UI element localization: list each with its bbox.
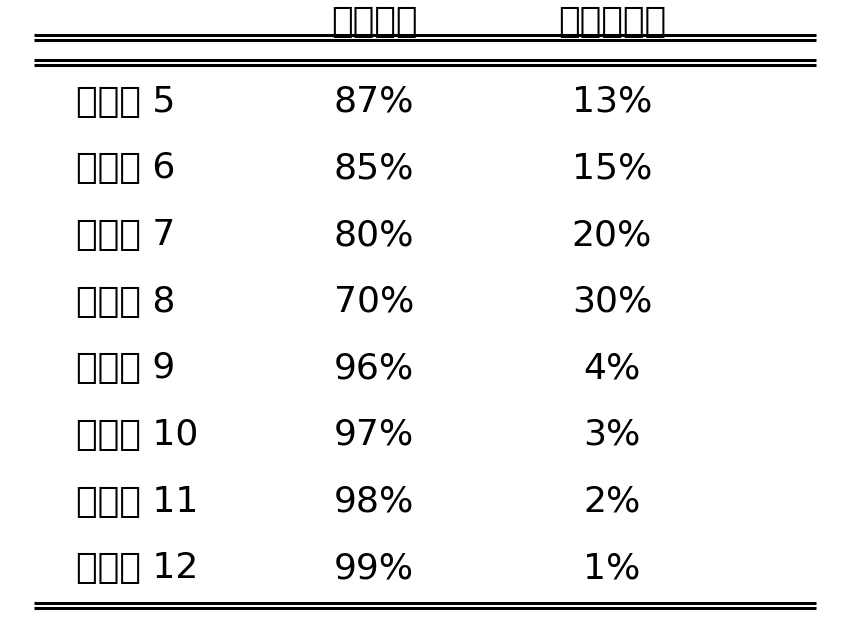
Text: 对比例 11: 对比例 11	[76, 484, 199, 519]
Text: 13%: 13%	[572, 85, 652, 119]
Text: 对比例 5: 对比例 5	[76, 85, 176, 119]
Text: 85%: 85%	[334, 151, 414, 186]
Text: 3%: 3%	[583, 418, 641, 452]
Text: 对比例 9: 对比例 9	[76, 351, 176, 386]
Text: 80%: 80%	[334, 218, 414, 252]
Text: 对比例 8: 对比例 8	[76, 284, 176, 319]
Text: 15%: 15%	[572, 151, 652, 186]
Text: 4%: 4%	[583, 351, 641, 386]
Text: 二乙烯基苯: 二乙烯基苯	[558, 4, 666, 39]
Text: 87%: 87%	[334, 85, 414, 119]
Text: 2%: 2%	[583, 484, 641, 519]
Text: 对比例 10: 对比例 10	[76, 418, 199, 452]
Text: 1%: 1%	[583, 551, 641, 586]
Text: 活性半焦: 活性半焦	[331, 4, 417, 39]
Text: 20%: 20%	[572, 218, 652, 252]
Text: 对比例 7: 对比例 7	[76, 218, 176, 252]
Text: 30%: 30%	[572, 284, 652, 319]
Text: 99%: 99%	[334, 551, 414, 586]
Text: 98%: 98%	[334, 484, 414, 519]
Text: 对比例 12: 对比例 12	[76, 551, 199, 586]
Text: 96%: 96%	[334, 351, 414, 386]
Text: 70%: 70%	[334, 284, 414, 319]
Text: 97%: 97%	[334, 418, 414, 452]
Text: 对比例 6: 对比例 6	[76, 151, 176, 186]
